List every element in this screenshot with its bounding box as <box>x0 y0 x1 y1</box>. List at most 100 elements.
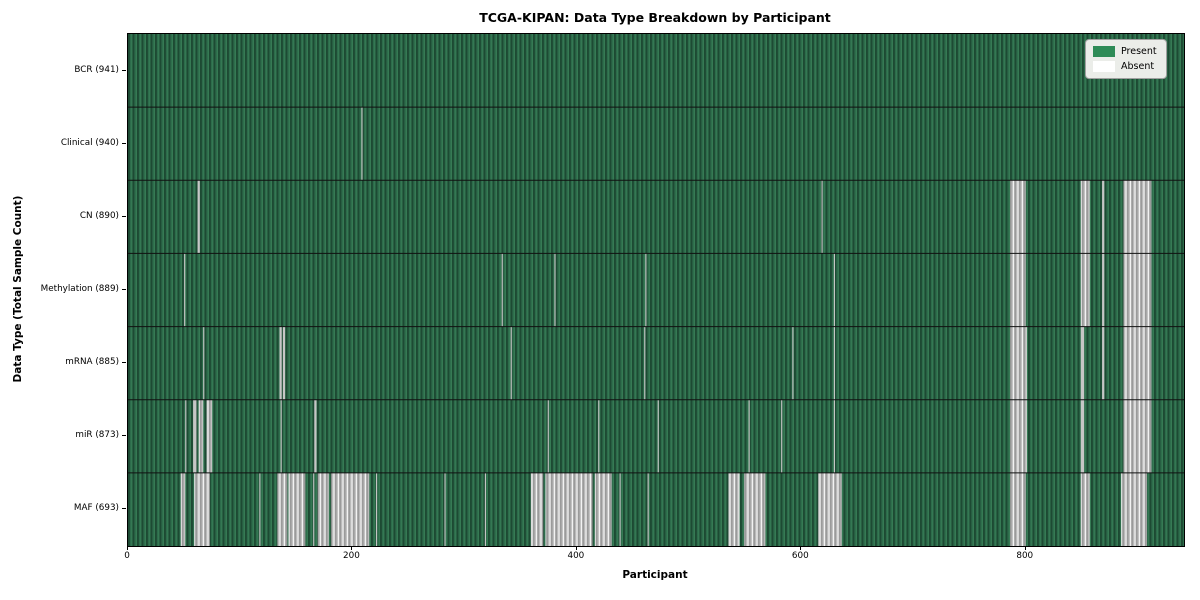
row-band-miR <box>128 399 1184 473</box>
absent-stripe <box>657 399 659 473</box>
x-tick-mark <box>1024 546 1026 550</box>
absent-stripe <box>1102 253 1105 327</box>
absent-stripe <box>554 253 556 327</box>
absent-stripe <box>547 399 549 473</box>
x-tick-mark <box>800 546 802 550</box>
absent-stripe <box>1123 253 1152 327</box>
absent-stripe <box>203 326 205 400</box>
absent-stripe <box>647 472 649 546</box>
legend: Present Absent <box>1085 39 1167 79</box>
absent-stripe <box>728 472 740 546</box>
row-band-Clinical <box>128 107 1184 181</box>
y-tick-label: miR (873) <box>75 430 119 441</box>
absent-stripe <box>833 326 835 400</box>
absent-stripe <box>501 253 503 327</box>
legend-swatch-absent-icon <box>1093 61 1115 72</box>
absent-stripe <box>180 472 186 546</box>
absent-stripe <box>259 472 261 546</box>
absent-stripe <box>1123 399 1152 473</box>
absent-stripe <box>619 472 621 546</box>
y-tick-label: MAF (693) <box>73 503 119 514</box>
y-tick-label: CN (890) <box>79 210 119 221</box>
absent-stripe <box>1010 326 1027 400</box>
y-tick-mark <box>122 362 126 364</box>
legend-entry-present: Present <box>1093 46 1157 57</box>
chart-title: TCGA-KIPAN: Data Type Breakdown by Parti… <box>479 10 831 25</box>
absent-stripe <box>280 399 282 473</box>
legend-entry-absent: Absent <box>1093 61 1157 72</box>
absent-stripe <box>821 180 823 254</box>
absent-stripe <box>1080 399 1085 473</box>
x-tick-label: 0 <box>124 551 130 561</box>
y-tick-mark <box>122 289 126 290</box>
absent-stripe <box>1080 253 1090 327</box>
x-tick-label: 400 <box>567 551 585 561</box>
absent-stripe <box>781 399 783 473</box>
absent-stripe <box>748 399 750 473</box>
absent-stripe <box>314 399 317 473</box>
row-band-mRNA <box>128 326 1184 400</box>
absent-stripe <box>206 399 213 473</box>
absent-stripe <box>313 472 315 546</box>
row-band-CN <box>128 180 1184 254</box>
y-tick-mark <box>122 508 126 510</box>
absent-stripe <box>644 326 646 400</box>
y-tick-label: Clinical (940) <box>60 137 119 148</box>
absent-stripe <box>594 472 612 546</box>
absent-stripe <box>1102 326 1105 400</box>
absent-stripe <box>194 472 210 546</box>
absent-stripe <box>184 253 186 327</box>
absent-stripe <box>376 472 378 546</box>
absent-stripe <box>185 399 187 473</box>
row-band-Methylation <box>128 253 1184 327</box>
absent-stripe <box>744 472 766 546</box>
x-tick-label: 200 <box>343 551 360 561</box>
legend-label-present: Present <box>1121 46 1157 57</box>
absent-stripe <box>530 472 544 546</box>
absent-stripe <box>317 472 329 546</box>
absent-stripe <box>1080 326 1085 400</box>
absent-stripe <box>645 253 647 327</box>
absent-stripe <box>361 107 363 181</box>
y-tick-mark <box>122 215 126 217</box>
absent-stripe <box>444 472 446 546</box>
absent-stripe <box>1010 399 1027 473</box>
x-tick-label: 600 <box>791 551 809 561</box>
absent-stripe <box>1121 472 1147 546</box>
x-tick-mark <box>575 546 577 550</box>
y-tick-label: BCR (941) <box>74 64 119 75</box>
absent-stripe <box>545 472 593 546</box>
legend-label-absent: Absent <box>1121 61 1155 72</box>
absent-stripe <box>1123 326 1152 400</box>
x-tick-label: 800 <box>1016 551 1034 561</box>
plot-area <box>127 33 1185 547</box>
y-tick-label: mRNA (885) <box>65 357 119 368</box>
absent-stripe <box>833 253 835 327</box>
row-band-BCR <box>128 34 1184 108</box>
y-tick-mark <box>122 142 126 144</box>
y-tick-mark <box>122 435 126 437</box>
absent-stripe <box>282 326 286 400</box>
absent-stripe <box>1123 180 1152 254</box>
absent-stripe <box>833 399 835 473</box>
absent-stripe <box>1102 180 1105 254</box>
absent-stripe <box>598 399 600 473</box>
x-tick-mark <box>351 546 353 550</box>
absent-stripe <box>1080 472 1090 546</box>
absent-stripe <box>484 472 486 546</box>
y-tick-mark <box>122 69 126 71</box>
absent-stripe <box>279 326 282 400</box>
absent-stripe <box>331 472 370 546</box>
absent-stripe <box>1010 180 1026 254</box>
absent-stripe <box>510 326 512 400</box>
legend-swatch-present-icon <box>1093 46 1115 57</box>
absent-stripe <box>288 472 306 546</box>
y-tick-label: Methylation (889) <box>40 284 119 294</box>
absent-stripe <box>193 399 197 473</box>
absent-stripe <box>1010 472 1026 546</box>
absent-stripe <box>818 472 842 546</box>
absent-stripe <box>198 399 204 473</box>
absent-stripe <box>1010 253 1026 327</box>
absent-stripe <box>277 472 288 546</box>
